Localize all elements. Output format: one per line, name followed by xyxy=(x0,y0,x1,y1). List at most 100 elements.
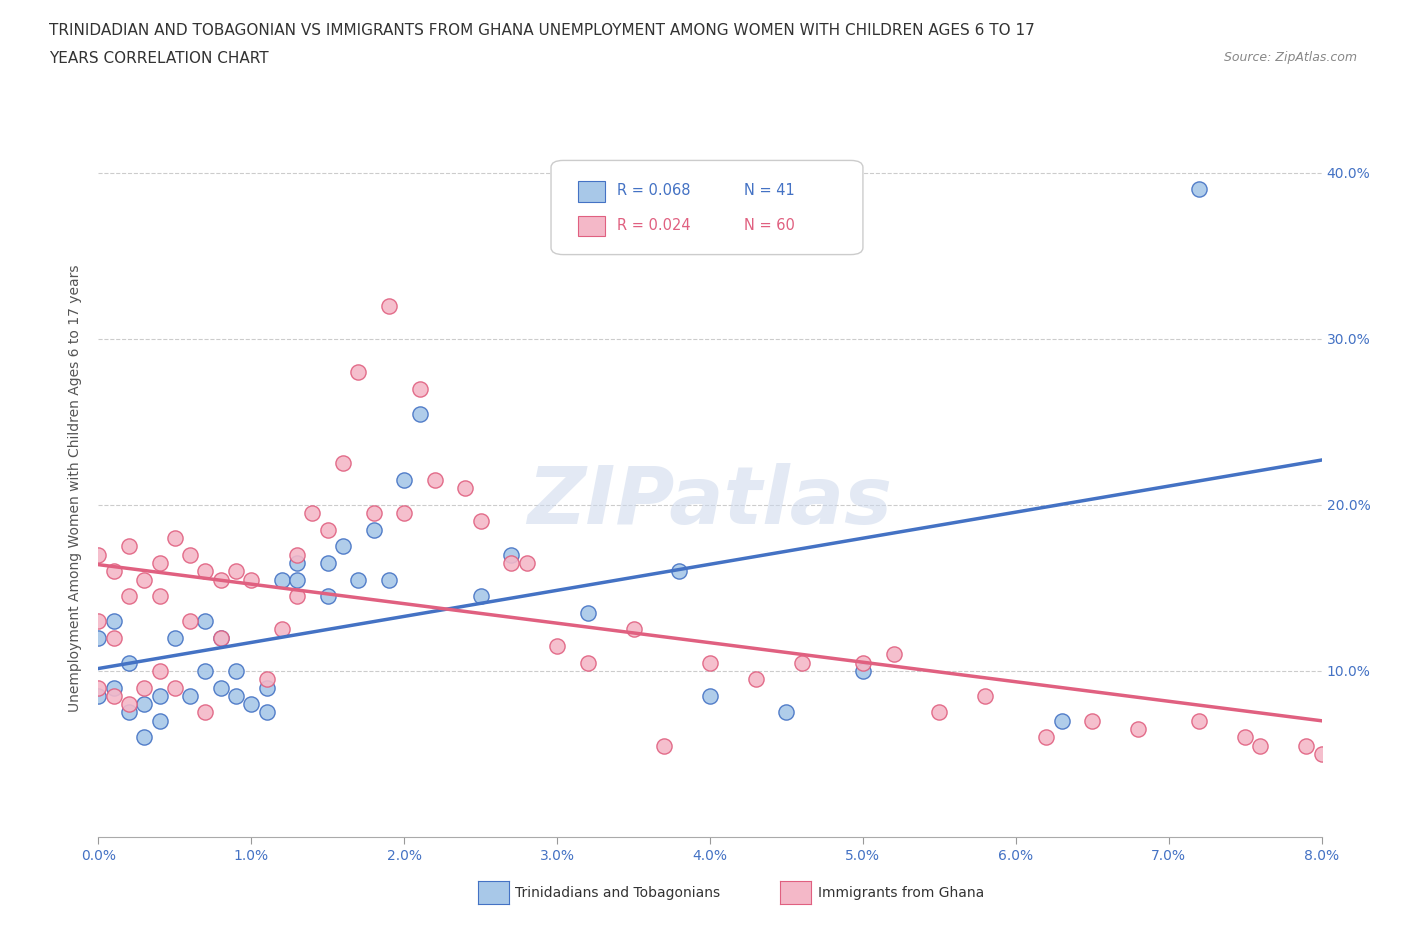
Point xyxy=(194,564,217,578)
Point xyxy=(1050,713,1073,728)
Point xyxy=(470,514,492,529)
Point xyxy=(423,472,446,487)
Point xyxy=(87,688,110,703)
Point xyxy=(103,631,125,645)
Point xyxy=(392,506,416,521)
Text: R = 0.024: R = 0.024 xyxy=(617,218,690,232)
Point xyxy=(316,589,339,604)
Point xyxy=(209,631,232,645)
Point xyxy=(501,547,523,562)
Point xyxy=(270,572,294,587)
Point xyxy=(270,622,294,637)
Point xyxy=(347,572,370,587)
Point xyxy=(363,523,385,538)
Point xyxy=(256,671,278,686)
Point xyxy=(623,622,645,637)
Point xyxy=(209,680,232,695)
Point xyxy=(179,688,201,703)
Point xyxy=(87,614,110,629)
Point xyxy=(332,456,354,471)
Point xyxy=(134,680,156,695)
Point xyxy=(316,555,339,570)
Point xyxy=(1295,738,1317,753)
FancyBboxPatch shape xyxy=(551,161,863,255)
Point xyxy=(852,656,875,671)
Point xyxy=(1081,713,1104,728)
Point xyxy=(1188,713,1211,728)
Y-axis label: Unemployment Among Women with Children Ages 6 to 17 years: Unemployment Among Women with Children A… xyxy=(69,264,83,712)
Point xyxy=(118,697,141,711)
Point xyxy=(699,656,721,671)
Point xyxy=(501,555,523,570)
Point xyxy=(87,680,110,695)
Point xyxy=(285,555,308,570)
Point xyxy=(163,680,186,695)
Point xyxy=(363,506,385,521)
Point xyxy=(225,564,247,578)
FancyBboxPatch shape xyxy=(578,216,605,236)
Point xyxy=(240,697,263,711)
Point xyxy=(392,472,416,487)
Point xyxy=(652,738,675,753)
Point xyxy=(118,589,141,604)
Point xyxy=(1310,747,1333,762)
Point xyxy=(103,680,125,695)
Point xyxy=(790,656,813,671)
Point xyxy=(225,663,247,678)
Point xyxy=(1249,738,1271,753)
Text: N = 60: N = 60 xyxy=(744,218,796,232)
Point xyxy=(852,663,875,678)
Point xyxy=(408,406,430,421)
Point xyxy=(699,688,721,703)
Point xyxy=(209,572,232,587)
Text: Immigrants from Ghana: Immigrants from Ghana xyxy=(818,885,984,900)
Point xyxy=(1035,730,1057,745)
Point xyxy=(163,631,186,645)
Point xyxy=(576,656,599,671)
Point xyxy=(378,572,401,587)
Text: TRINIDADIAN AND TOBAGONIAN VS IMMIGRANTS FROM GHANA UNEMPLOYMENT AMONG WOMEN WIT: TRINIDADIAN AND TOBAGONIAN VS IMMIGRANTS… xyxy=(49,23,1035,38)
Point xyxy=(1234,730,1257,745)
Point xyxy=(179,547,201,562)
Point xyxy=(454,481,477,496)
Point xyxy=(103,614,125,629)
Point xyxy=(134,697,156,711)
Point xyxy=(103,688,125,703)
Point xyxy=(301,506,323,521)
Text: Source: ZipAtlas.com: Source: ZipAtlas.com xyxy=(1223,51,1357,64)
Point xyxy=(149,663,172,678)
Point xyxy=(149,713,172,728)
Point xyxy=(149,688,172,703)
Point xyxy=(546,639,568,654)
Point xyxy=(775,705,797,720)
Point xyxy=(256,680,278,695)
Point xyxy=(134,572,156,587)
Text: ZIPatlas: ZIPatlas xyxy=(527,463,893,541)
Point xyxy=(516,555,538,570)
Point xyxy=(256,705,278,720)
Point xyxy=(194,614,217,629)
Point xyxy=(225,688,247,703)
Text: Trinidadians and Tobagonians: Trinidadians and Tobagonians xyxy=(515,885,720,900)
Point xyxy=(285,589,308,604)
Point xyxy=(87,631,110,645)
Point xyxy=(240,572,263,587)
Point xyxy=(103,564,125,578)
Point xyxy=(408,381,430,396)
Point xyxy=(668,564,690,578)
Text: YEARS CORRELATION CHART: YEARS CORRELATION CHART xyxy=(49,51,269,66)
Point xyxy=(285,547,308,562)
Point xyxy=(883,647,905,662)
Point xyxy=(87,547,110,562)
Point xyxy=(1128,722,1150,737)
Point xyxy=(118,539,141,554)
Point xyxy=(1188,182,1211,197)
Point xyxy=(118,705,141,720)
Point xyxy=(347,365,370,379)
Point xyxy=(149,589,172,604)
Point xyxy=(194,663,217,678)
Text: N = 41: N = 41 xyxy=(744,183,794,198)
Point xyxy=(134,730,156,745)
Point xyxy=(163,531,186,546)
Point xyxy=(316,523,339,538)
